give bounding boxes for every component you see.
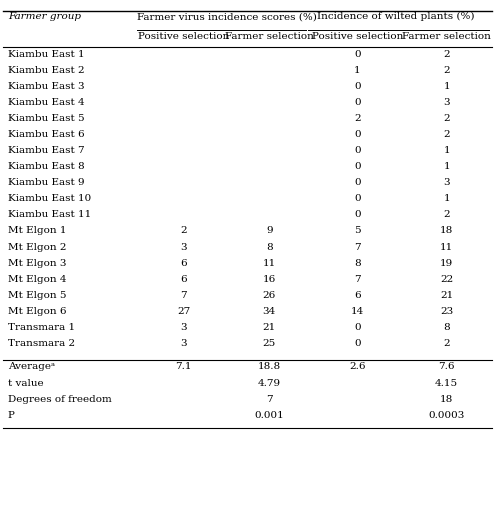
Text: Kiambu East 7: Kiambu East 7	[8, 146, 85, 155]
Text: Transmara 1: Transmara 1	[8, 323, 75, 332]
Text: Farmer selection: Farmer selection	[225, 32, 314, 41]
Text: 2: 2	[354, 114, 361, 123]
Text: 3: 3	[443, 178, 450, 187]
Text: 0: 0	[354, 50, 361, 59]
Text: Kiambu East 9: Kiambu East 9	[8, 178, 85, 187]
Text: 14: 14	[351, 307, 364, 316]
Text: 2: 2	[443, 339, 450, 348]
Text: Kiambu East 4: Kiambu East 4	[8, 98, 85, 107]
Text: 27: 27	[177, 307, 190, 316]
Text: Kiambu East 8: Kiambu East 8	[8, 162, 85, 171]
Text: Mt Elgon 2: Mt Elgon 2	[8, 243, 66, 252]
Text: Kiambu East 11: Kiambu East 11	[8, 211, 91, 220]
Text: 9: 9	[266, 226, 273, 235]
Text: 8: 8	[354, 259, 361, 268]
Text: 25: 25	[263, 339, 276, 348]
Text: 0: 0	[354, 178, 361, 187]
Text: 2: 2	[443, 50, 450, 59]
Text: 3: 3	[443, 98, 450, 107]
Text: 3: 3	[181, 339, 187, 348]
Text: Farmer selection: Farmer selection	[402, 32, 491, 41]
Text: Degrees of freedom: Degrees of freedom	[8, 395, 112, 403]
Text: 22: 22	[440, 275, 453, 283]
Text: Farmer group: Farmer group	[8, 12, 80, 21]
Text: 7: 7	[266, 395, 273, 403]
Text: Mt Elgon 1: Mt Elgon 1	[8, 226, 66, 235]
Text: 26: 26	[263, 291, 276, 300]
Text: Kiambu East 5: Kiambu East 5	[8, 114, 85, 123]
Text: 8: 8	[266, 243, 273, 252]
Text: 4.15: 4.15	[435, 378, 458, 388]
Text: Averageᵃ: Averageᵃ	[8, 363, 55, 372]
Text: Positive selection: Positive selection	[138, 32, 229, 41]
Text: 23: 23	[440, 307, 453, 316]
Text: 1: 1	[354, 66, 361, 75]
Text: 18: 18	[440, 395, 453, 403]
Text: 3: 3	[181, 323, 187, 332]
Text: 8: 8	[443, 323, 450, 332]
Text: 2: 2	[443, 66, 450, 75]
Text: 4.79: 4.79	[258, 378, 281, 388]
Text: Kiambu East 3: Kiambu East 3	[8, 82, 85, 91]
Text: 34: 34	[263, 307, 276, 316]
Text: Positive selection: Positive selection	[312, 32, 403, 41]
Text: 7.6: 7.6	[438, 363, 455, 372]
Text: 2: 2	[443, 114, 450, 123]
Text: t value: t value	[8, 378, 43, 388]
Text: 2: 2	[443, 130, 450, 139]
Text: 0: 0	[354, 211, 361, 220]
Text: 3: 3	[181, 243, 187, 252]
Text: Kiambu East 6: Kiambu East 6	[8, 130, 85, 139]
Text: Farmer virus incidence scores (%): Farmer virus incidence scores (%)	[137, 12, 316, 21]
Text: 7: 7	[181, 291, 187, 300]
Text: 21: 21	[440, 291, 453, 300]
Text: 7: 7	[354, 275, 361, 283]
Text: 1: 1	[443, 82, 450, 91]
Text: Kiambu East 1: Kiambu East 1	[8, 50, 85, 59]
Text: Transmara 2: Transmara 2	[8, 339, 75, 348]
Text: 0.0003: 0.0003	[429, 411, 465, 420]
Text: 19: 19	[440, 259, 453, 268]
Text: 7.1: 7.1	[176, 363, 192, 372]
Text: Kiambu East 10: Kiambu East 10	[8, 194, 91, 203]
Text: Incidence of wilted plants (%): Incidence of wilted plants (%)	[316, 12, 474, 21]
Text: 0.001: 0.001	[255, 411, 284, 420]
Text: 6: 6	[181, 259, 187, 268]
Text: 1: 1	[443, 146, 450, 155]
Text: 16: 16	[263, 275, 276, 283]
Text: 2.6: 2.6	[349, 363, 366, 372]
Text: 5: 5	[354, 226, 361, 235]
Text: 18: 18	[440, 226, 453, 235]
Text: Mt Elgon 6: Mt Elgon 6	[8, 307, 66, 316]
Text: 11: 11	[440, 243, 453, 252]
Text: 0: 0	[354, 194, 361, 203]
Text: 18.8: 18.8	[258, 363, 281, 372]
Text: 2: 2	[443, 211, 450, 220]
Text: P: P	[8, 411, 15, 420]
Text: 7: 7	[354, 243, 361, 252]
Text: Kiambu East 2: Kiambu East 2	[8, 66, 85, 75]
Text: 1: 1	[443, 162, 450, 171]
Text: 6: 6	[354, 291, 361, 300]
Text: 6: 6	[181, 275, 187, 283]
Text: 0: 0	[354, 339, 361, 348]
Text: 0: 0	[354, 82, 361, 91]
Text: 0: 0	[354, 130, 361, 139]
Text: Mt Elgon 3: Mt Elgon 3	[8, 259, 66, 268]
Text: 11: 11	[263, 259, 276, 268]
Text: 0: 0	[354, 146, 361, 155]
Text: 0: 0	[354, 323, 361, 332]
Text: 0: 0	[354, 162, 361, 171]
Text: Mt Elgon 5: Mt Elgon 5	[8, 291, 66, 300]
Text: Mt Elgon 4: Mt Elgon 4	[8, 275, 66, 283]
Text: 1: 1	[443, 194, 450, 203]
Text: 2: 2	[181, 226, 187, 235]
Text: 0: 0	[354, 98, 361, 107]
Text: 21: 21	[263, 323, 276, 332]
